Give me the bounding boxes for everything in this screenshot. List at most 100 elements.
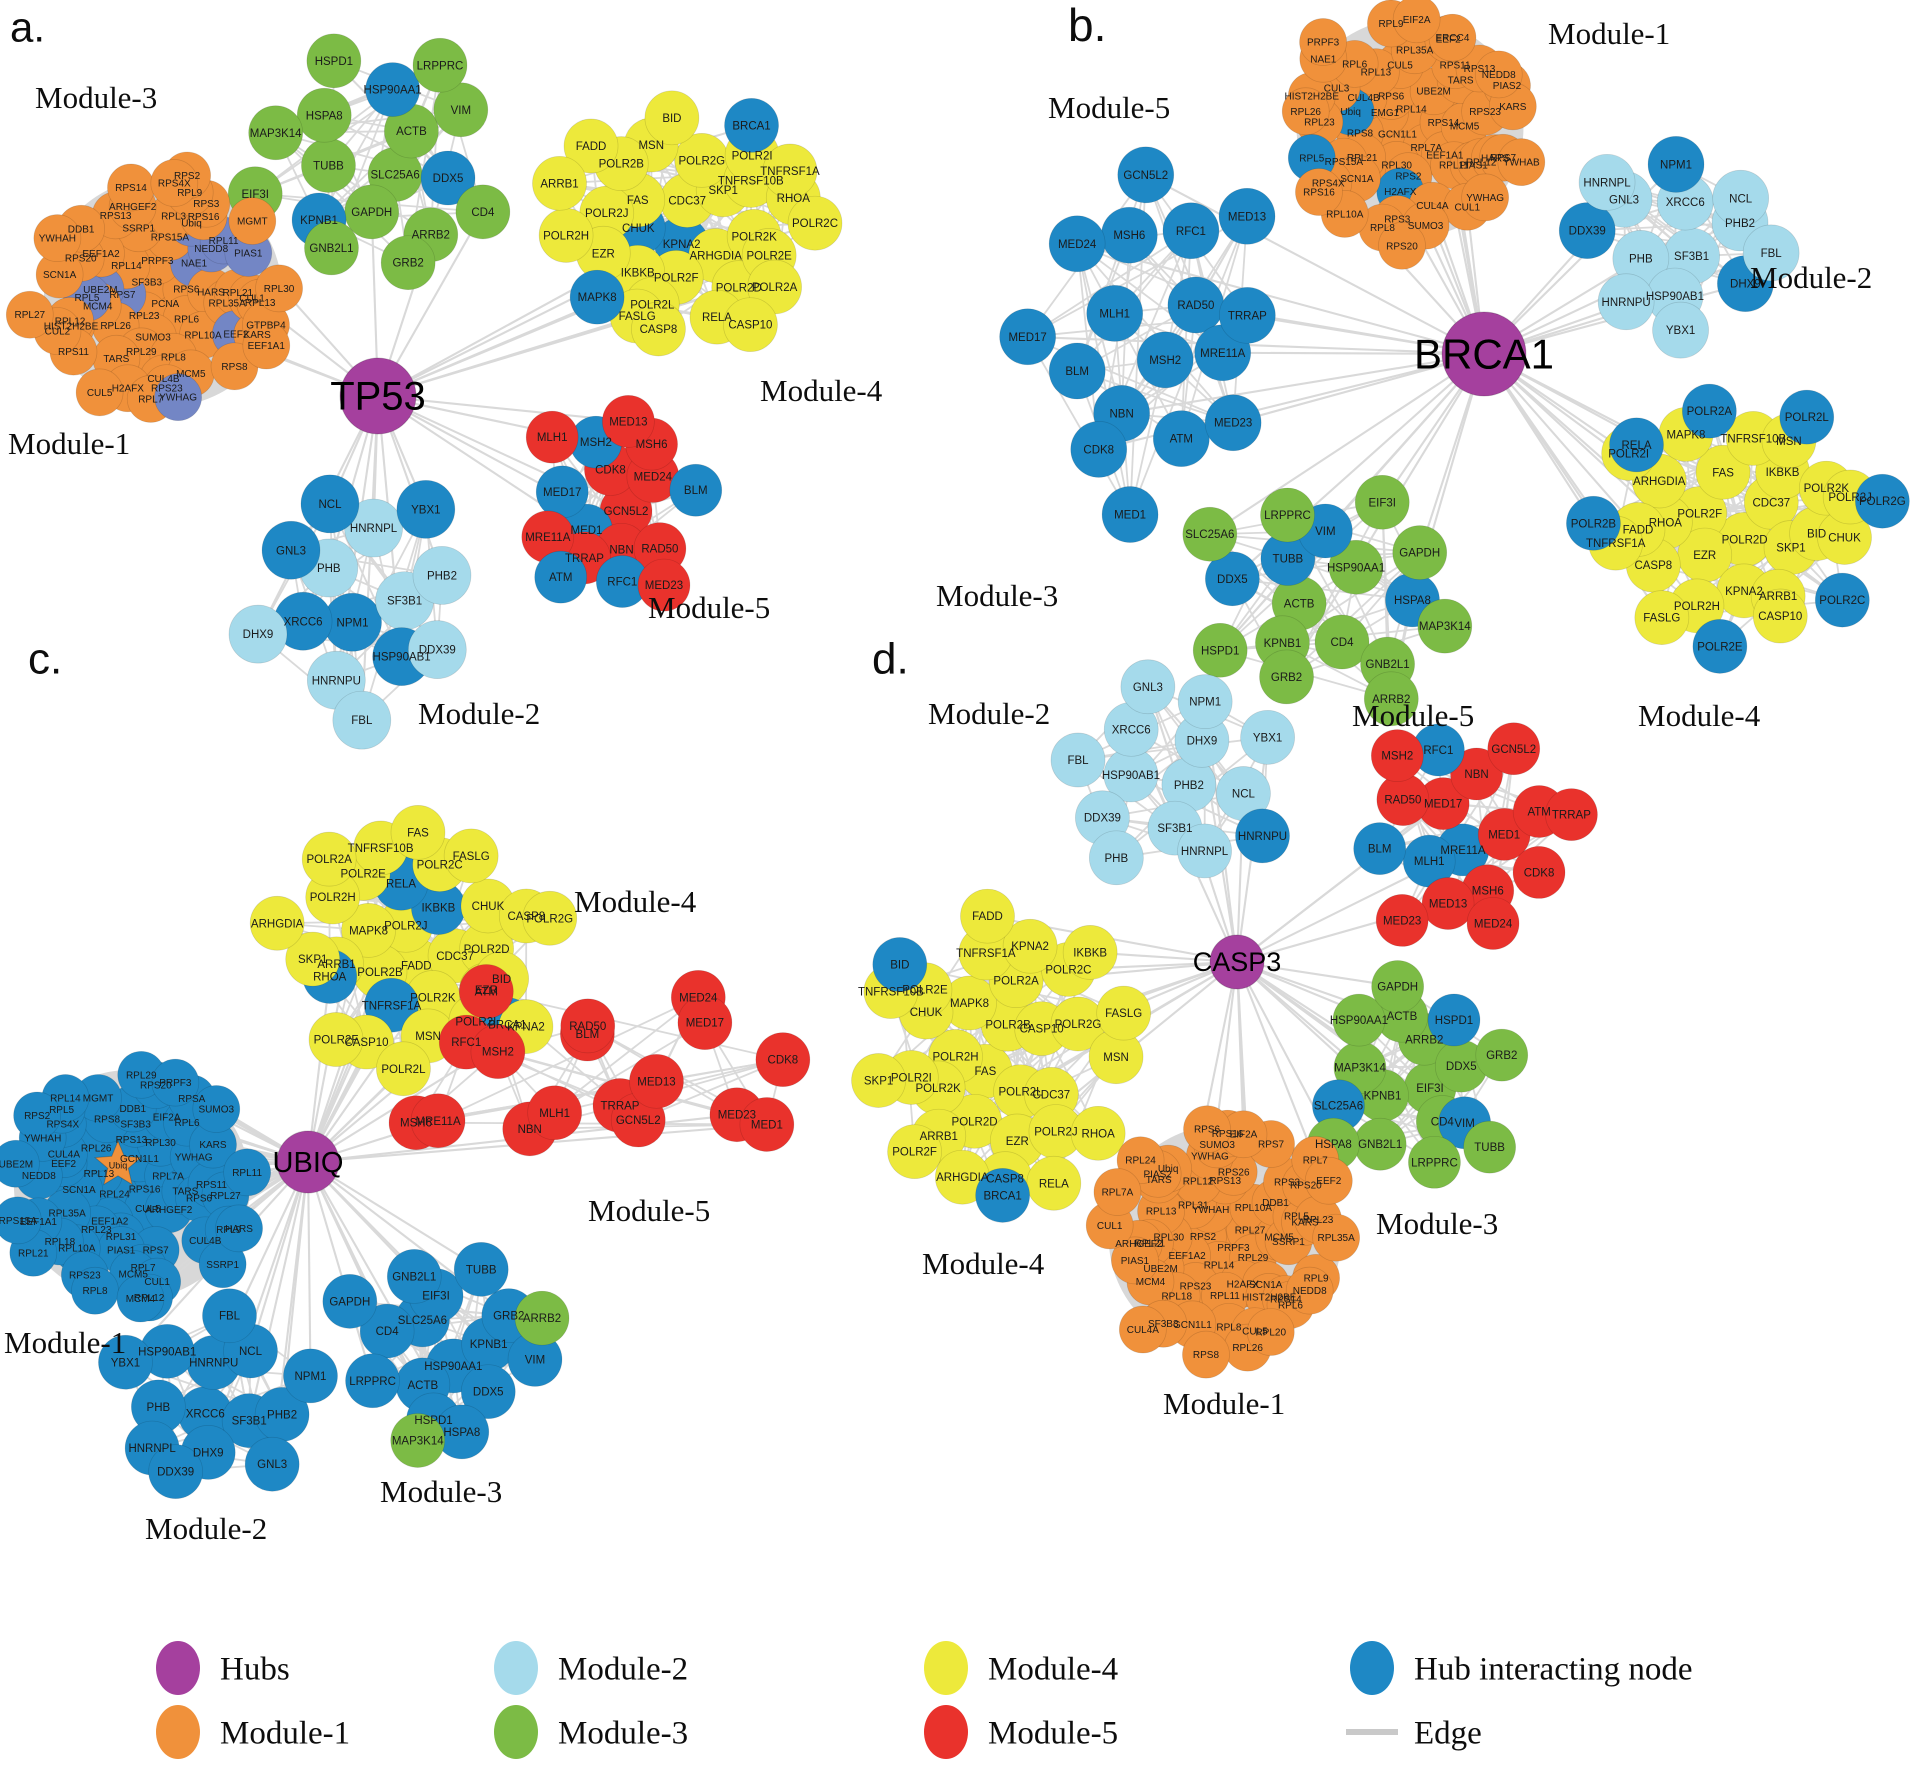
node-nbn[interactable] [1450,747,1503,801]
node-tnfrsf1a[interactable] [762,143,818,199]
node-rpl7a[interactable] [1093,1168,1142,1216]
node-mcm4[interactable] [116,1274,165,1323]
node-fbl[interactable] [332,690,392,750]
node-arrb2[interactable] [1363,671,1419,727]
node-eif2a[interactable] [1392,0,1441,44]
node-rpl11[interactable] [223,1148,271,1197]
node-hsp90aa1[interactable] [1332,993,1386,1047]
node-rpl26[interactable] [1281,87,1330,136]
node-med24[interactable] [1466,897,1520,950]
node-med23[interactable] [1375,894,1429,947]
node-grb2[interactable] [380,235,436,291]
node-ywhag[interactable] [154,373,202,422]
node-ddx5[interactable] [460,1364,516,1420]
node-lrpprc[interactable] [1260,487,1315,543]
node-ybx1[interactable] [396,479,456,539]
node-rps8[interactable] [1182,1330,1230,1379]
node-lrpprc[interactable] [1408,1135,1461,1189]
node-polr2c[interactable] [787,195,843,251]
node-cd4[interactable] [1314,614,1370,670]
node-ikbkb[interactable] [1062,925,1118,980]
node-sumo3[interactable] [192,1085,241,1133]
node-casp10[interactable] [1752,588,1808,644]
node-faslg[interactable] [1096,985,1152,1041]
node-hsp90aa1[interactable] [365,62,420,117]
node-rfc1[interactable] [1162,202,1220,260]
node-faslg[interactable] [443,828,499,884]
node-nedd8[interactable] [1285,1266,1334,1315]
node-fbl[interactable] [1050,732,1106,788]
node-hspd1[interactable] [1427,993,1481,1047]
node-mgmt[interactable] [228,197,277,245]
node-polr2b[interactable] [1566,495,1621,551]
node-ube2m[interactable] [0,1139,40,1188]
node-msh2[interactable] [1136,331,1194,389]
node-fbl[interactable] [202,1288,257,1344]
node-bid[interactable] [872,937,928,992]
node-trrap[interactable] [1218,286,1276,344]
node-ybx1[interactable] [1652,301,1709,359]
node-gnb2l1[interactable] [386,1249,442,1304]
node-cdk8[interactable] [1070,421,1128,478]
node-brca1[interactable] [724,98,779,153]
node-rela[interactable] [1026,1155,1082,1211]
node-map3k14[interactable] [390,1413,446,1468]
node-hsp90aa1[interactable] [1328,539,1384,595]
node-polr2l[interactable] [1779,389,1835,445]
node-med24[interactable] [1048,215,1106,273]
node-polr2f[interactable] [887,1124,942,1180]
node-gnl3[interactable] [1120,659,1176,715]
node-ddx5[interactable] [1205,551,1260,607]
node-kpna2[interactable] [1002,918,1058,974]
node-hnrnpu[interactable] [1597,273,1655,331]
node-msh2[interactable] [470,1024,526,1080]
hub-tp53[interactable] [339,357,417,435]
node-rps4x[interactable] [150,159,199,207]
star-node-ubiq[interactable] [93,1139,143,1186]
node-tubb[interactable] [1463,1120,1516,1174]
node-cul4a[interactable] [1118,1305,1167,1354]
node-rps16[interactable] [1295,168,1343,216]
node-ywhab[interactable] [1497,138,1546,187]
node-hnrnpl[interactable] [1578,153,1636,211]
node-med13[interactable] [1421,877,1475,930]
node-trrap[interactable] [1545,788,1598,841]
node-map3k14[interactable] [248,105,304,161]
node-mapk8[interactable] [341,902,396,958]
node-skp1[interactable] [285,931,341,987]
node-ddx39[interactable] [407,620,467,679]
node-gnb2l1[interactable] [304,220,359,276]
node-med17[interactable] [999,308,1057,366]
node-rpl35a[interactable] [1312,1213,1360,1262]
node-arrb1[interactable] [532,155,587,211]
node-fas[interactable] [390,805,446,860]
node-mlh1[interactable] [1086,285,1144,342]
node-polr2g[interactable] [522,890,578,946]
node-ddx39[interactable] [148,1444,203,1499]
node-med1[interactable] [1101,486,1159,543]
node-ncl[interactable] [300,474,360,534]
node-faslg[interactable] [1634,590,1690,645]
node-gnl3[interactable] [244,1436,300,1492]
node-pias1[interactable] [1111,1236,1159,1285]
node-med23[interactable] [1204,394,1262,452]
node-atm[interactable] [534,550,588,604]
node-mre11a[interactable] [410,1093,466,1149]
node-med13[interactable] [1218,187,1276,245]
node-cdk8[interactable] [755,1032,811,1088]
node-atm[interactable] [1152,410,1210,468]
node-brca1[interactable] [975,1168,1030,1223]
node-ybx1[interactable] [98,1334,153,1390]
node-polr2g[interactable] [1855,473,1910,529]
node-nedd8[interactable] [1474,50,1523,99]
node-casp10[interactable] [723,297,778,353]
node-polr2e[interactable] [1692,618,1748,674]
hub-brca1[interactable] [1441,311,1527,397]
node-grb2[interactable] [1475,1028,1529,1082]
node-vim[interactable] [433,82,489,138]
node-npm1[interactable] [1647,136,1705,193]
node-tubb[interactable] [453,1242,509,1297]
node-gnl3[interactable] [261,520,321,580]
node-ddx39[interactable] [1558,202,1616,259]
node-rps6[interactable] [1183,1105,1231,1154]
